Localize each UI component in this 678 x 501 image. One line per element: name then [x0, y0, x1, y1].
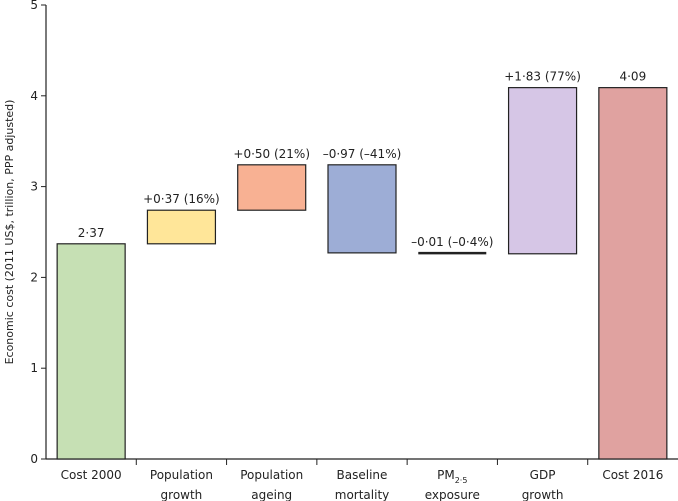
bar: [327, 164, 397, 254]
x-category-label: GDP: [530, 468, 556, 482]
x-category-label: ageing: [251, 488, 292, 501]
x-category-label-text: Baseline: [337, 468, 388, 482]
x-category-label-text: Population: [240, 468, 303, 482]
data-label: 2·37: [78, 226, 105, 240]
x-category-label: mortality: [335, 488, 390, 501]
y-tick-label: 4: [30, 89, 38, 103]
x-category-label: Baseline: [337, 468, 388, 482]
x-category-label: Population: [150, 468, 213, 482]
x-category-label-text: mortality: [335, 488, 390, 501]
y-tick-label: 2: [30, 270, 38, 284]
bar: [598, 87, 668, 460]
y-tick-label: 1: [30, 361, 38, 375]
x-category-label: growth: [161, 488, 203, 501]
x-category-label-text: growth: [522, 488, 564, 501]
data-label: +0·37 (16%): [143, 192, 220, 206]
y-tick-label: 5: [30, 0, 38, 12]
x-category-label-text: Cost 2000: [61, 468, 122, 482]
x-category-label: Population: [240, 468, 303, 482]
bar: [507, 87, 578, 255]
bar: [146, 209, 217, 245]
x-category-label: Cost 2000: [61, 468, 122, 482]
x-category-label: Cost 2016: [602, 468, 663, 482]
x-category-label-text: exposure: [425, 488, 480, 501]
x-category-label: exposure: [425, 488, 480, 501]
axes: 0 1 2 3 4 5: [30, 0, 678, 466]
y-tick-label: 0: [30, 452, 38, 466]
data-label: +0·50 (21%): [233, 147, 310, 161]
x-category-label: growth: [522, 488, 564, 501]
data-label: –0·01 (–0·4%): [411, 235, 493, 249]
bar: [56, 243, 126, 460]
bar: [237, 164, 307, 211]
x-category-label-text: PM: [437, 468, 455, 482]
data-label: –0·97 (–41%): [323, 147, 402, 161]
category-labels: Cost 2000 Population growth Population agein…: [61, 468, 664, 501]
data-label: +1·83 (77%): [504, 70, 581, 84]
bar: [418, 251, 487, 255]
data-label: 4·09: [619, 70, 646, 84]
y-axis-title: Economic cost (2011 US$, trillion, PPP a…: [3, 100, 16, 365]
x-category-label: PM2·5: [437, 468, 467, 485]
x-category-label-text: GDP: [530, 468, 556, 482]
x-category-subscript: 2·5: [455, 476, 468, 485]
x-category-label-text: Population: [150, 468, 213, 482]
y-tick-label: 3: [30, 180, 38, 194]
x-category-label-text: ageing: [251, 488, 292, 501]
data-labels: 2·37 +0·37 (16%) +0·50 (21%) –0·97 (–41%) –0…: [78, 70, 646, 249]
x-category-label-text: Cost 2016: [602, 468, 663, 482]
bars: [56, 87, 668, 460]
x-category-label-text: growth: [161, 488, 203, 501]
